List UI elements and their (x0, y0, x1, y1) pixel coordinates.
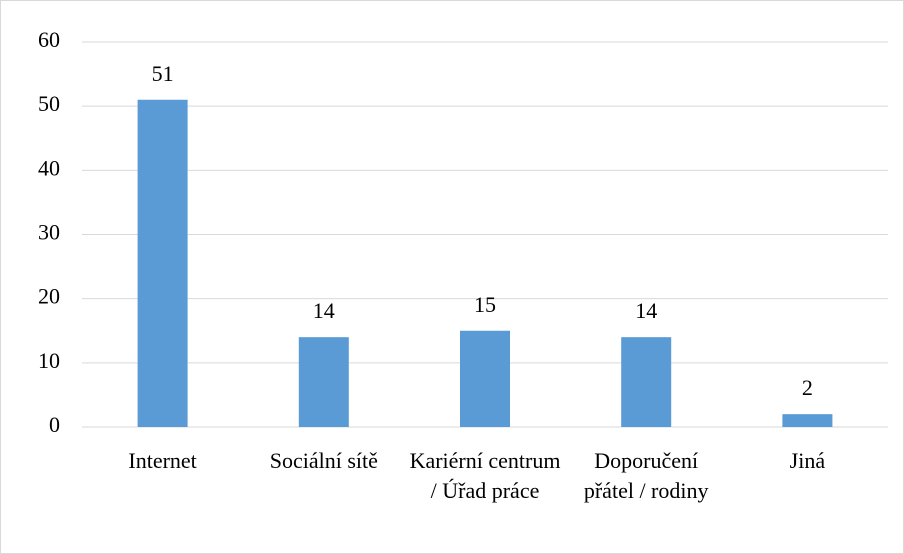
bar (621, 337, 672, 427)
x-tick-label: Doporučení přátel / rodiny (583, 448, 709, 503)
y-tick-label: 0 (49, 412, 60, 437)
data-label: 15 (474, 292, 496, 317)
x-tick-label: Sociální sítě (269, 448, 378, 473)
bar (782, 414, 833, 427)
y-tick-label: 50 (38, 91, 60, 116)
bar (298, 337, 349, 427)
x-tick-label: Internet (128, 448, 197, 473)
bar (460, 330, 510, 427)
data-label: 14 (635, 298, 657, 323)
y-tick-label: 10 (38, 348, 60, 373)
x-tick-label: Jiná (789, 448, 826, 473)
y-tick-label: 60 (38, 27, 60, 52)
y-tick-label: 40 (38, 155, 60, 180)
bar (137, 99, 188, 427)
data-label: 51 (152, 61, 174, 86)
y-tick-label: 30 (38, 220, 60, 245)
x-tick-label: Kariérní centrum / Úřad práce (409, 448, 561, 503)
data-label: 2 (802, 375, 813, 400)
data-label: 14 (313, 298, 335, 323)
y-tick-label: 20 (38, 284, 60, 309)
